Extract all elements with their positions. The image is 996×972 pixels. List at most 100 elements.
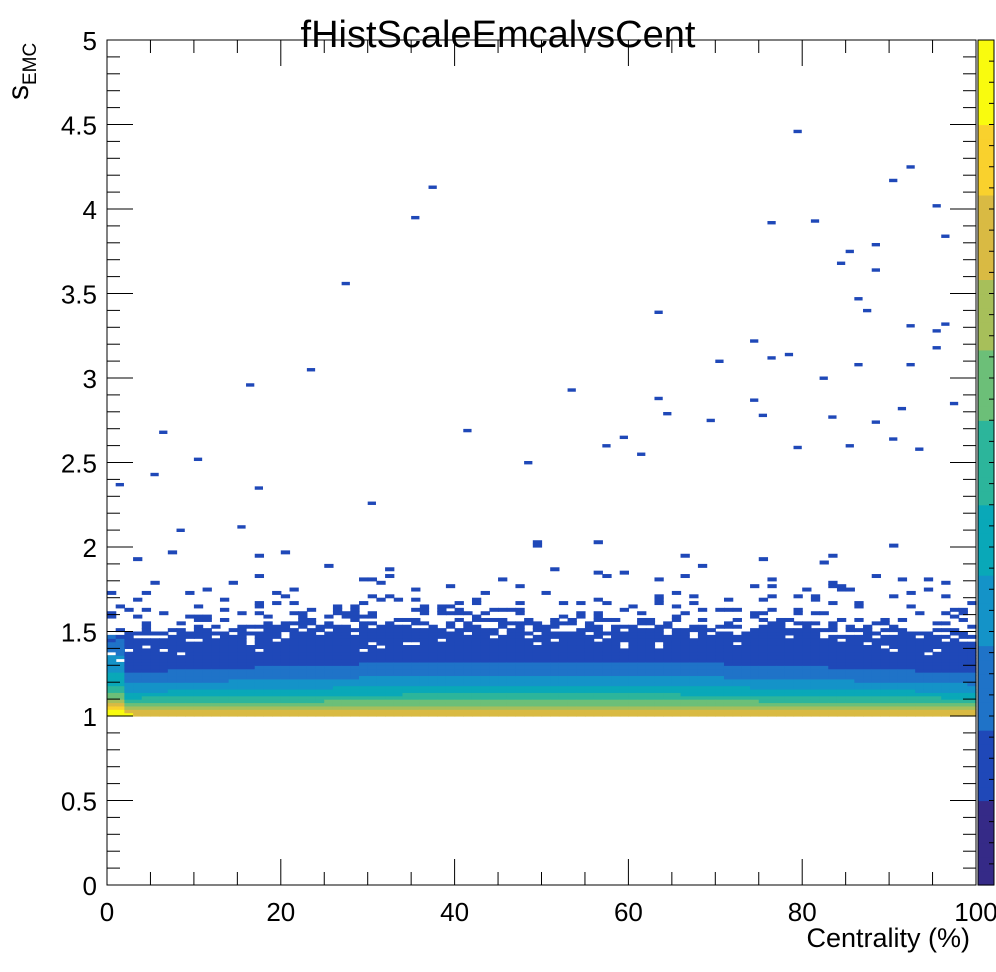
heatmap-cell <box>359 651 369 656</box>
heatmap-cell <box>185 695 195 700</box>
heatmap-cell <box>419 692 430 697</box>
heatmap-cell <box>889 699 899 704</box>
heatmap-cell <box>584 695 595 700</box>
heatmap-cell <box>645 699 656 704</box>
heatmap-cell <box>393 624 404 629</box>
heatmap-cell <box>871 685 882 690</box>
outlier-cell <box>871 242 880 247</box>
y-axis-title-main: s <box>2 85 35 100</box>
heatmap-cell <box>802 645 812 649</box>
heatmap-cell <box>532 540 543 545</box>
heatmap-cell <box>254 709 265 714</box>
heatmap-cell <box>228 580 238 585</box>
color-scale-segment <box>978 716 994 731</box>
heatmap-cell <box>193 634 204 639</box>
heatmap-cell <box>923 709 934 714</box>
heatmap-cell <box>115 688 125 693</box>
heatmap-cell <box>532 685 543 690</box>
heatmap-cell <box>315 699 325 704</box>
heatmap-cell <box>445 638 456 643</box>
heatmap-cell <box>185 712 195 717</box>
heatmap-cell <box>202 675 212 680</box>
heatmap-cell <box>671 651 682 656</box>
heatmap-cell <box>550 634 560 639</box>
heatmap-cell <box>558 658 569 663</box>
heatmap-cell <box>932 628 942 633</box>
svg-text:sEMC: sEMC <box>2 43 41 100</box>
heatmap-cell <box>828 702 838 707</box>
heatmap-cell <box>697 607 708 612</box>
color-scale-segment <box>978 209 994 224</box>
heatmap-cell <box>784 688 795 693</box>
heatmap-cell <box>854 628 864 633</box>
heatmap-cell <box>350 702 360 707</box>
heatmap-cell <box>489 712 499 717</box>
heatmap-cell <box>306 648 317 653</box>
heatmap-cell <box>680 634 690 639</box>
heatmap-cell <box>185 688 195 693</box>
heatmap-cell <box>958 685 968 690</box>
heatmap-cell <box>480 611 490 616</box>
heatmap-cell <box>697 617 708 622</box>
heatmap-cell <box>854 712 864 717</box>
heatmap-cell <box>828 688 838 693</box>
heatmap-cell <box>306 702 317 707</box>
heatmap-cell <box>558 661 569 666</box>
heatmap-cell <box>393 672 404 677</box>
heatmap-cell <box>289 688 299 693</box>
heatmap-cell <box>706 665 716 670</box>
heatmap-cell <box>107 709 117 714</box>
heatmap-cell <box>663 638 673 643</box>
heatmap-cell <box>723 682 734 687</box>
heatmap-cell <box>697 695 708 700</box>
heatmap-cell <box>506 628 517 633</box>
heatmap-cell <box>498 658 508 663</box>
color-scale-segment <box>978 279 994 295</box>
heatmap-cell <box>176 645 186 649</box>
heatmap-cell <box>332 661 343 666</box>
heatmap-cell <box>845 661 855 666</box>
heatmap-cell <box>219 661 230 666</box>
heatmap-cell <box>480 661 490 666</box>
heatmap-cell <box>758 631 769 636</box>
heatmap-cell <box>167 651 178 656</box>
heatmap-cell <box>445 692 456 697</box>
heatmap-cell <box>524 668 534 673</box>
heatmap-cell <box>941 655 951 660</box>
heatmap-cell <box>793 678 803 683</box>
heatmap-cell <box>506 638 517 643</box>
heatmap-cell <box>576 634 586 639</box>
heatmap-cell <box>706 709 716 714</box>
heatmap-cell <box>845 668 855 673</box>
heatmap-cell <box>793 682 803 687</box>
heatmap-cell <box>941 678 951 683</box>
heatmap-cell <box>428 665 438 670</box>
heatmap-cell <box>819 655 829 660</box>
heatmap-cell <box>897 688 908 693</box>
heatmap-cell <box>246 695 256 700</box>
heatmap-cell <box>367 655 377 660</box>
heatmap-cell <box>219 675 230 680</box>
heatmap-cell <box>863 685 873 690</box>
heatmap-cell <box>958 634 968 639</box>
heatmap-cell <box>897 645 908 649</box>
heatmap-cell <box>550 712 560 717</box>
heatmap-cell <box>689 658 699 663</box>
heatmap-cell <box>437 688 447 693</box>
heatmap-cell <box>836 685 847 690</box>
heatmap-cell <box>246 668 256 673</box>
heatmap-cell <box>341 702 351 707</box>
heatmap-cell <box>628 709 638 714</box>
outlier-cell <box>906 324 915 328</box>
heatmap-cell <box>115 712 125 717</box>
heatmap-cell <box>133 705 143 710</box>
heatmap-cell <box>324 672 334 677</box>
heatmap-cell <box>628 702 638 707</box>
heatmap-cell <box>689 661 699 666</box>
heatmap-cell <box>637 668 647 673</box>
heatmap-cell <box>793 692 803 697</box>
heatmap-cell <box>637 682 647 687</box>
heatmap-cell <box>828 641 838 646</box>
heatmap-cell <box>454 607 464 612</box>
heatmap-cell <box>150 661 160 666</box>
